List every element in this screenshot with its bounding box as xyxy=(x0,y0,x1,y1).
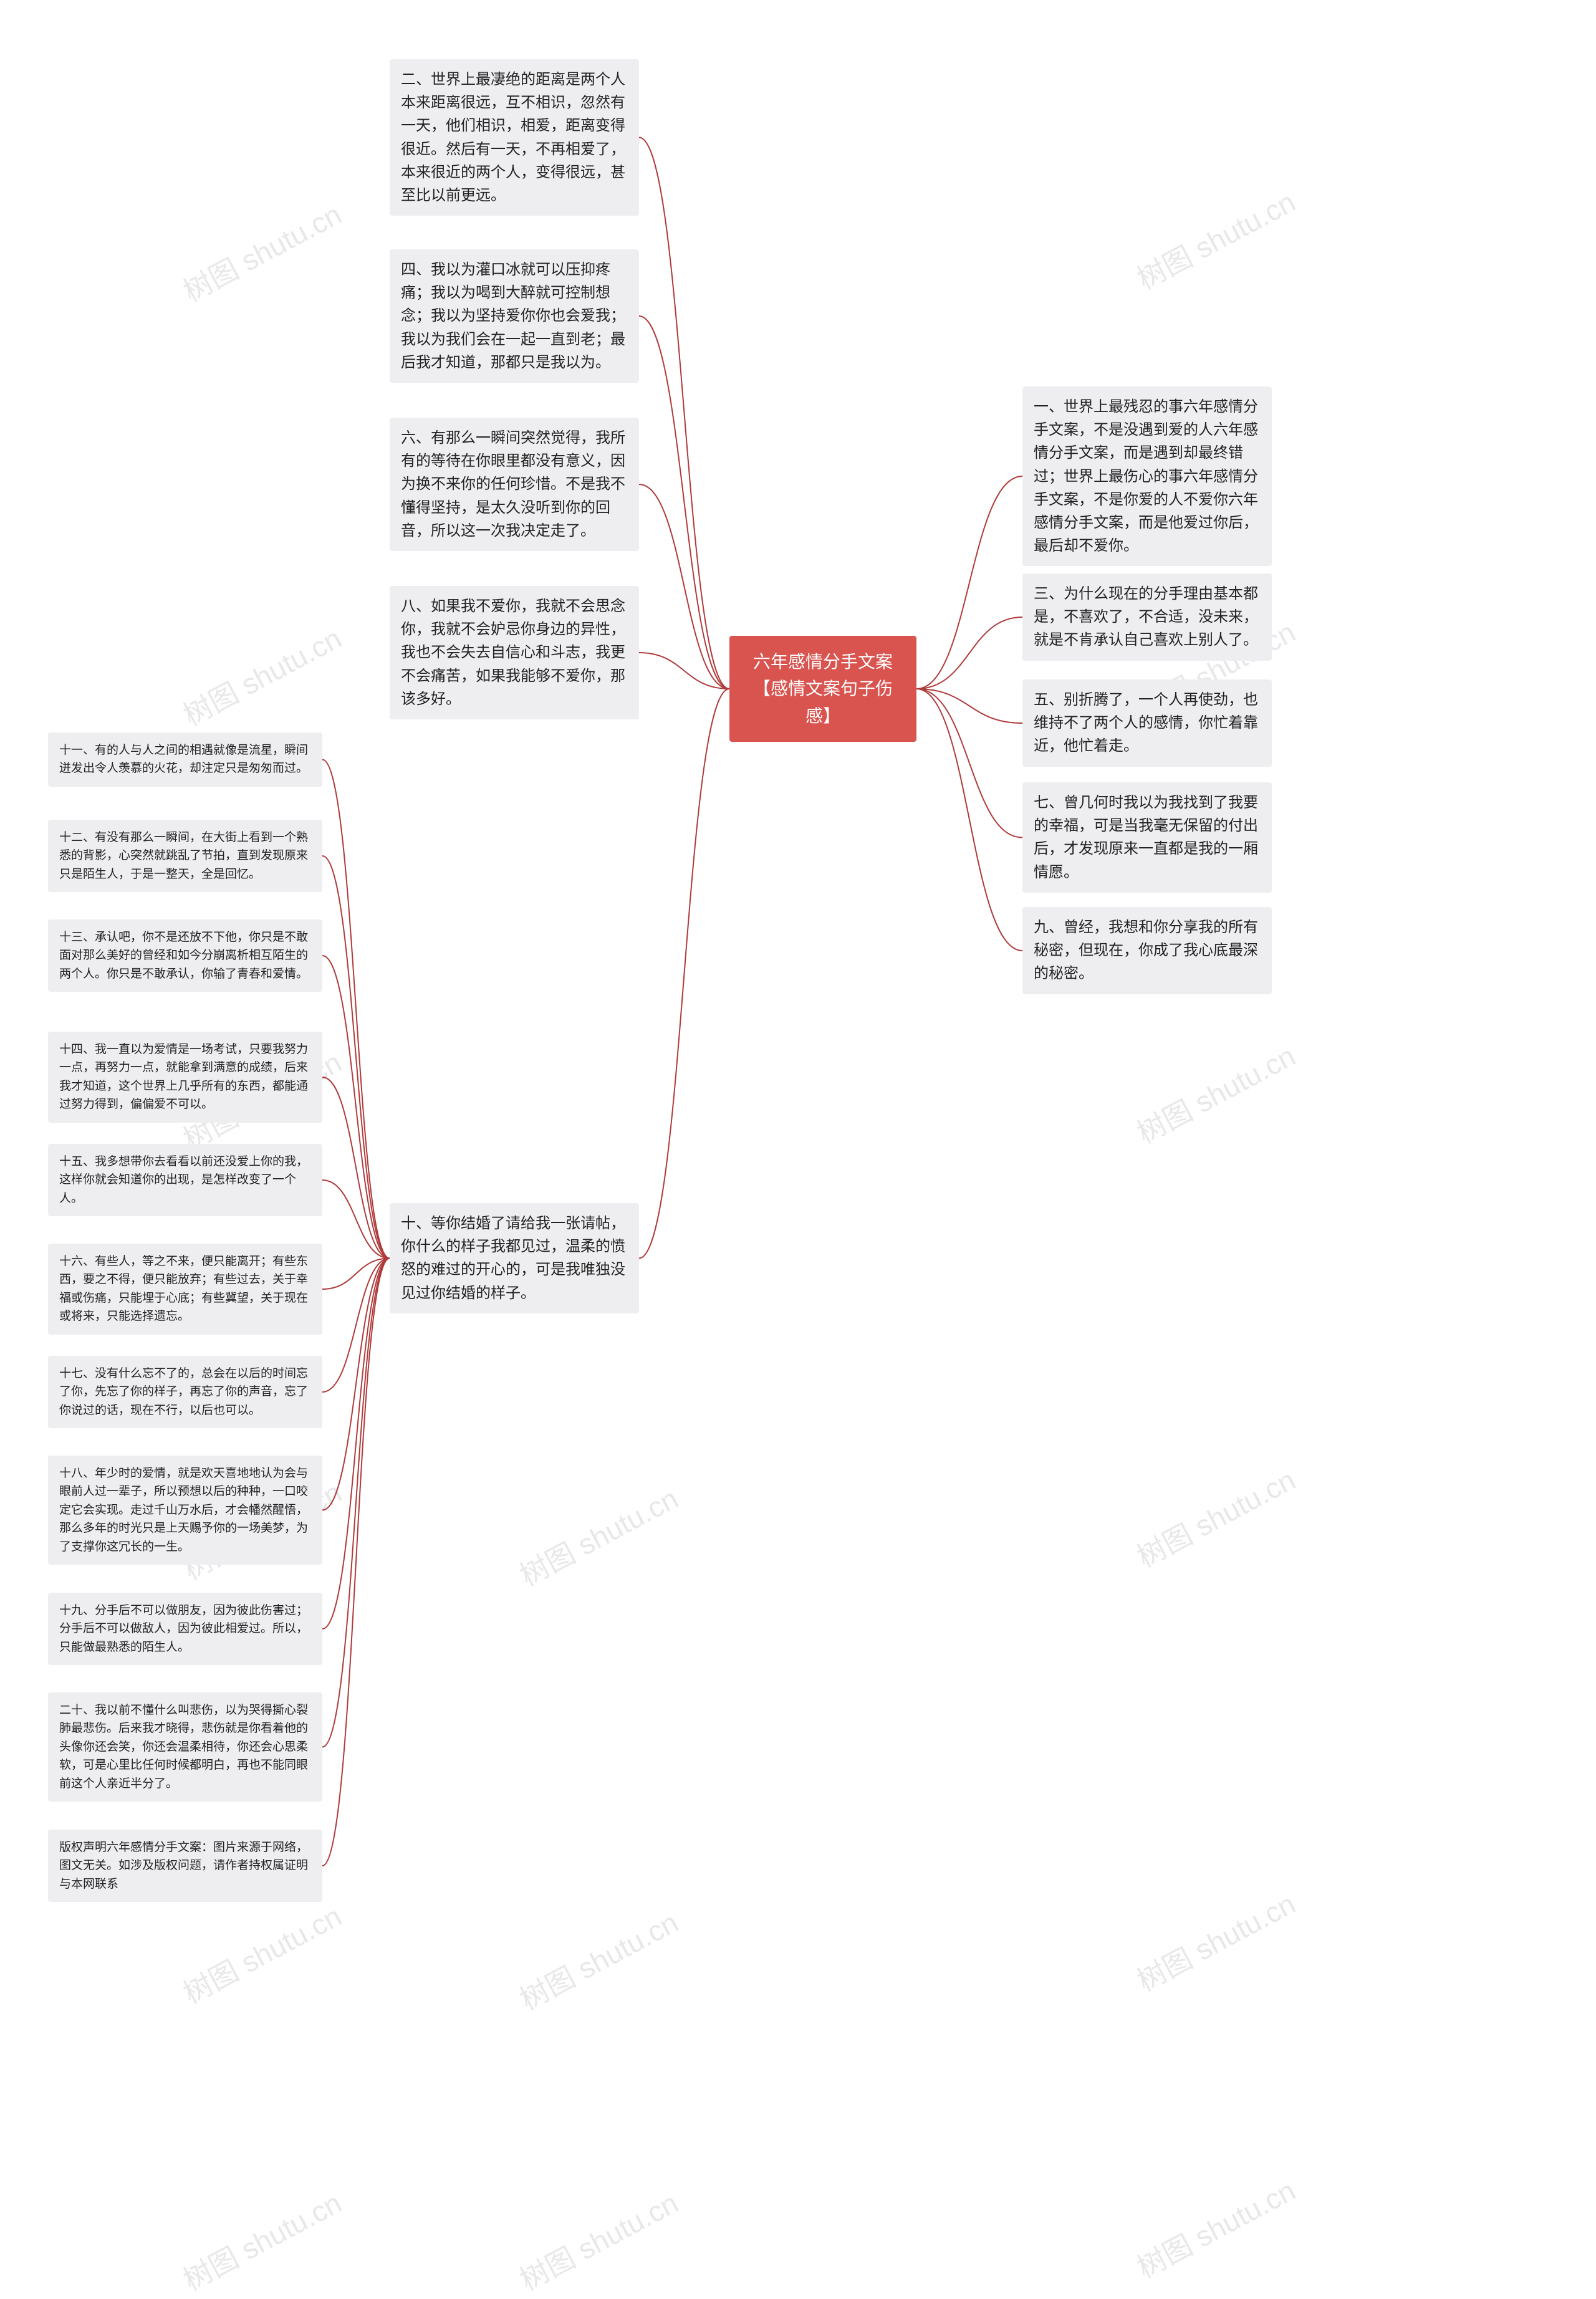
mindmap-node[interactable]: 一、世界上最残忍的事六年感情分手文案，不是没遇到爱的人六年感情分手文案，而是遇到… xyxy=(1022,386,1272,566)
connector-line xyxy=(322,1259,390,1747)
mindmap-node[interactable]: 十三、承认吧，你不是还放不下他，你只是不敢面对那么美好的曾经和如今分崩离析相互陌… xyxy=(48,919,322,992)
mindmap-node[interactable]: 版权声明六年感情分手文案：图片来源于网络，图文无关。如涉及版权问题，请作者持权属… xyxy=(48,1830,322,1902)
connector-line xyxy=(639,689,729,1259)
mindmap-node[interactable]: 十四、我一直以为爱情是一场考试，只要我努力一点，再努力一点，就能拿到满意的成绩，… xyxy=(48,1032,322,1123)
mindmap-node[interactable]: 二十、我以前不懂什么叫悲伤，以为哭得撕心裂肺最悲伤。后来我才晓得，悲伤就是你看着… xyxy=(48,1692,322,1802)
mindmap-node[interactable]: 三、为什么现在的分手理由基本都是，不喜欢了，不合适，没未来，就是不肯承认自己喜欢… xyxy=(1022,574,1272,661)
mindmap-node[interactable]: 十六、有些人，等之不来，便只能离开；有些东西，要之不得，便只能放弃；有些过去，关… xyxy=(48,1244,322,1335)
mindmap-node[interactable]: 二、世界上最凄绝的距离是两个人本来距离很远，互不相识，忽然有一天，他们相识，相爱… xyxy=(390,59,639,216)
mindmap-node[interactable]: 十二、有没有那么一瞬间，在大街上看到一个熟悉的背影，心突然就跳乱了节拍，直到发现… xyxy=(48,820,322,892)
connector-line xyxy=(916,689,1022,951)
connector-line xyxy=(639,484,729,689)
mindmap-node[interactable]: 五、别折腾了，一个人再使劲，也维持不了两个人的感情，你忙着靠近，他忙着走。 xyxy=(1022,679,1272,767)
mindmap-canvas: 树图 shutu.cn树图 shutu.cn树图 shutu.cn树图 shut… xyxy=(0,0,1596,2282)
mindmap-node[interactable]: 四、我以为灌口冰就可以压抑疼痛；我以为喝到大醉就可控制想念；我以为坚持爱你你也会… xyxy=(390,249,639,383)
mindmap-node[interactable]: 十九、分手后不可以做朋友，因为彼此伤害过；分手后不可以做敌人，因为彼此相爱过。所… xyxy=(48,1593,322,1665)
mindmap-node[interactable]: 十八、年少时的爱情，就是欢天喜地地认为会与眼前人过一辈子，所以预想以后的种种，一… xyxy=(48,1456,322,1565)
connector-layer xyxy=(0,0,1596,2282)
mindmap-node[interactable]: 七、曾几何时我以为我找到了我要的幸福，可是当我毫无保留的付出后，才发现原来一直都… xyxy=(1022,782,1272,893)
mindmap-node[interactable]: 十七、没有什么忘不了的，总会在以后的时间忘了你，先忘了你的样子，再忘了你的声音，… xyxy=(48,1356,322,1428)
connector-line xyxy=(322,1259,390,1866)
connector-line xyxy=(916,476,1022,689)
mindmap-node[interactable]: 八、如果我不爱你，我就不会思念你，我就不会妒忌你身边的异性，我也不会失去自信心和… xyxy=(390,586,639,719)
connector-line xyxy=(639,316,729,689)
mindmap-node[interactable]: 十一、有的人与人之间的相遇就像是流星，瞬间迸发出令人羡慕的火花，却注定只是匆匆而… xyxy=(48,732,322,787)
connector-line xyxy=(639,138,729,689)
mindmap-node[interactable]: 九、曾经，我想和你分享我的所有秘密，但现在，你成了我心底最深的秘密。 xyxy=(1022,907,1272,994)
mindmap-center-node[interactable]: 六年感情分手文案【感情文案句子伤感】 xyxy=(729,636,916,742)
connector-line xyxy=(916,617,1022,689)
connector-line xyxy=(322,1259,390,1629)
mindmap-node[interactable]: 十五、我多想带你去看看以前还没爱上你的我，这样你就会知道你的出现，是怎样改变了一… xyxy=(48,1144,322,1216)
mindmap-node[interactable]: 十、等你结婚了请给我一张请帖，你什么的样子我都见过，温柔的愤怒的难过的开心的，可… xyxy=(390,1203,639,1313)
connector-line xyxy=(322,856,390,1259)
connector-line xyxy=(916,689,1022,838)
mindmap-node[interactable]: 六、有那么一瞬间突然觉得，我所有的等待在你眼里都没有意义，因为换不来你的任何珍惜… xyxy=(390,418,639,551)
connector-line xyxy=(322,1259,390,1510)
